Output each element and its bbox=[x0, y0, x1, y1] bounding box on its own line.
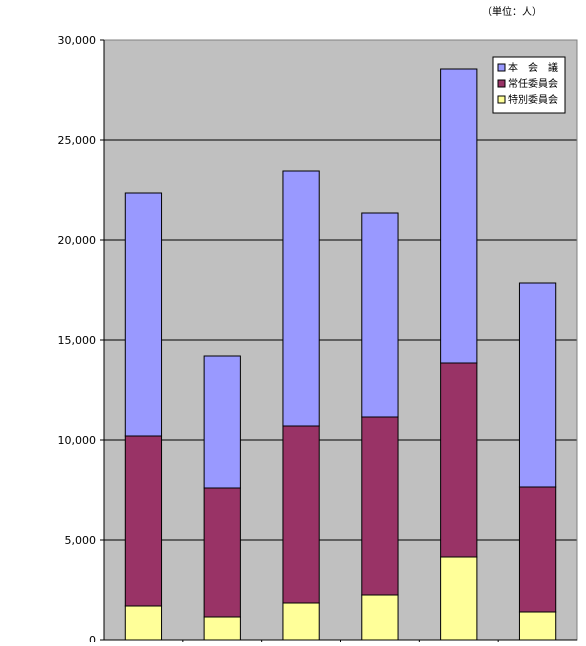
bar-segment bbox=[440, 556, 478, 641]
bar-segment bbox=[203, 616, 241, 641]
bar-segment bbox=[440, 362, 478, 558]
legend-label: 常任委員会 bbox=[508, 77, 558, 90]
y-tick-label: 15,000 bbox=[58, 334, 97, 347]
legend-swatch bbox=[497, 95, 506, 104]
bar-segment bbox=[518, 611, 557, 641]
y-tick-label: 20,000 bbox=[58, 234, 97, 247]
bar-segment bbox=[361, 416, 399, 596]
bar-segment bbox=[518, 282, 557, 488]
bar-segment bbox=[203, 355, 241, 489]
bar-segment bbox=[361, 594, 399, 641]
bar-segment bbox=[440, 68, 478, 364]
y-tick-label: 30,000 bbox=[58, 34, 97, 47]
bar-segment bbox=[124, 605, 163, 641]
bar-segment bbox=[203, 487, 241, 618]
bar-segment bbox=[124, 192, 163, 437]
bar-segment bbox=[282, 425, 320, 604]
bar-segment bbox=[361, 212, 399, 418]
legend-label: 特別委員会 bbox=[508, 93, 558, 106]
y-tick-label: 10,000 bbox=[58, 434, 97, 447]
legend-swatch bbox=[497, 63, 506, 72]
legend-swatch bbox=[497, 79, 506, 88]
unit-note: （単位：人） bbox=[482, 7, 542, 18]
legend-label: 本 会 議 bbox=[508, 61, 558, 74]
y-tick-label: 0 bbox=[89, 634, 96, 642]
y-tick-label: 25,000 bbox=[58, 134, 97, 147]
bar-segment bbox=[282, 170, 320, 427]
y-tick-label: 5,000 bbox=[65, 534, 97, 547]
bar-segment bbox=[518, 486, 557, 613]
bar-segment bbox=[282, 602, 320, 641]
bar-segment bbox=[124, 435, 163, 607]
